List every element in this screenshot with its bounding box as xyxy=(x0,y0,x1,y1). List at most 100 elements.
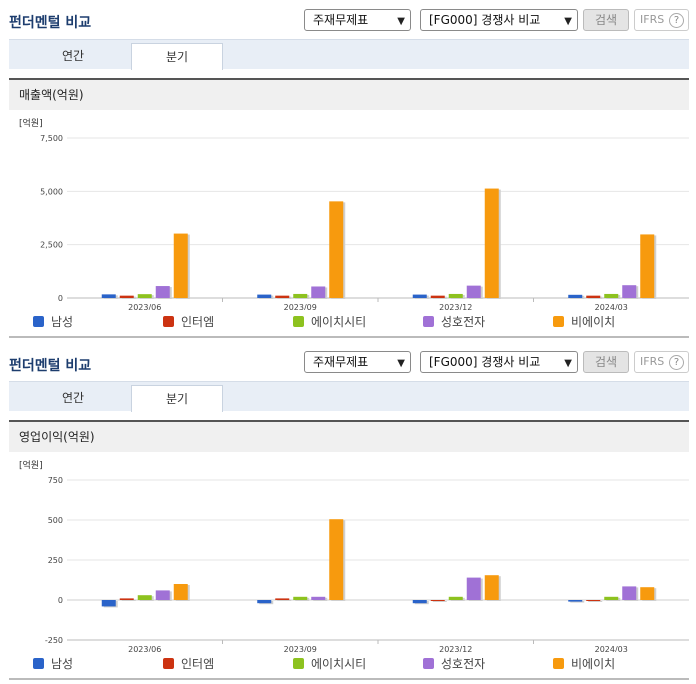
legend-item[interactable]: 인터엠 xyxy=(161,313,214,331)
bar[interactable] xyxy=(604,293,619,298)
chart-legend: 남성 인터엠 에이치시티 성호전자 비에이치 xyxy=(9,313,689,331)
tab-quarterly[interactable]: 분기 xyxy=(131,43,223,70)
ifrs-button[interactable]: IFRS ? xyxy=(634,9,689,31)
search-button[interactable]: 검색 xyxy=(583,351,629,373)
legend-swatch xyxy=(163,316,174,327)
help-icon[interactable]: ? xyxy=(669,355,684,370)
legend-item[interactable]: 성호전자 xyxy=(421,655,485,673)
ifrs-button[interactable]: IFRS ? xyxy=(634,351,689,373)
bar[interactable] xyxy=(311,286,326,298)
bar[interactable] xyxy=(101,294,116,298)
legend-label: 에이치시티 xyxy=(311,315,367,329)
bar[interactable] xyxy=(640,234,655,298)
search-button[interactable]: 검색 xyxy=(583,9,629,31)
y-tick-label: 0 xyxy=(58,294,63,303)
bar[interactable] xyxy=(293,596,308,600)
bar[interactable] xyxy=(257,600,272,604)
tab-annual[interactable]: 연간 xyxy=(61,49,85,63)
legend-item[interactable]: 인터엠 xyxy=(161,655,214,673)
legend-label: 남성 xyxy=(51,315,74,329)
legend-item[interactable]: 에이치시티 xyxy=(291,655,366,673)
period-tabs: 연간 분기 xyxy=(9,39,689,70)
bar-shadow xyxy=(432,601,447,602)
bar[interactable] xyxy=(466,285,481,298)
legend-swatch xyxy=(33,658,44,669)
operating-profit-chart-box: 영업이익(억원) [억원] -250 0 250 500 750 2023/06 2023/0… xyxy=(9,420,689,680)
x-tick-label: 2023/12 xyxy=(439,645,472,652)
x-tick-label: 2024/03 xyxy=(595,645,628,652)
bar[interactable] xyxy=(586,295,601,298)
bar[interactable] xyxy=(484,575,499,600)
bar[interactable] xyxy=(329,519,344,600)
legend-item[interactable]: 남성 xyxy=(31,313,73,331)
bar[interactable] xyxy=(484,188,499,298)
bar[interactable] xyxy=(568,600,583,602)
chevron-down-icon: ▼ xyxy=(397,16,405,27)
operating-profit-chart: [억원] -250 0 250 500 750 2023/06 2023/09 2023/12 2… xyxy=(19,459,689,652)
group-select[interactable]: [FG000] 경쟁사 비교 ▼ xyxy=(420,9,578,31)
group-select[interactable]: [FG000] 경쟁사 비교 ▼ xyxy=(420,351,578,373)
x-tick-label: 2023/09 xyxy=(284,303,317,310)
chevron-down-icon: ▼ xyxy=(397,358,405,369)
bar[interactable] xyxy=(173,233,188,298)
bar[interactable] xyxy=(448,293,463,298)
bar[interactable] xyxy=(101,600,116,607)
bar[interactable] xyxy=(329,201,344,298)
bar[interactable] xyxy=(137,595,152,600)
x-tick-label: 2023/09 xyxy=(284,645,317,652)
y-tick-label: -250 xyxy=(45,636,63,645)
bar[interactable] xyxy=(430,295,445,298)
bar[interactable] xyxy=(173,584,188,600)
tab-annual[interactable]: 연간 xyxy=(61,391,85,405)
legend-label: 성호전자 xyxy=(441,315,486,329)
y-tick-label: 2,500 xyxy=(40,241,63,250)
bar[interactable] xyxy=(622,285,637,298)
legend-item[interactable]: 에이치시티 xyxy=(291,313,366,331)
legend-label: 남성 xyxy=(51,657,74,671)
ifrs-label: IFRS xyxy=(640,355,665,368)
y-tick-label: 750 xyxy=(48,476,63,485)
legend-label: 비에이치 xyxy=(571,315,616,329)
statement-type-select[interactable]: 주재무제표 ▼ xyxy=(304,9,411,31)
legend-label: 인터엠 xyxy=(181,657,215,671)
bar[interactable] xyxy=(568,294,583,298)
y-tick-label: 5,000 xyxy=(40,187,63,196)
legend-item[interactable]: 성호전자 xyxy=(421,313,485,331)
bar[interactable] xyxy=(137,294,152,298)
legend-swatch xyxy=(553,316,564,327)
bar[interactable] xyxy=(257,294,272,298)
bar[interactable] xyxy=(640,587,655,600)
legend-item[interactable]: 남성 xyxy=(31,655,73,673)
bar[interactable] xyxy=(448,596,463,600)
y-unit-label: [억원] xyxy=(19,459,43,471)
tab-quarterly[interactable]: 분기 xyxy=(131,385,223,412)
help-icon[interactable]: ? xyxy=(669,13,684,28)
bar[interactable] xyxy=(311,596,326,600)
bar[interactable] xyxy=(155,590,170,600)
legend-item[interactable]: 비에이치 xyxy=(551,313,615,331)
bar[interactable] xyxy=(119,295,134,298)
bar[interactable] xyxy=(622,586,637,600)
bar[interactable] xyxy=(466,577,481,600)
bar[interactable] xyxy=(155,286,170,298)
bar[interactable] xyxy=(412,294,427,298)
legend-label: 성호전자 xyxy=(441,657,486,671)
bar[interactable] xyxy=(412,600,427,604)
bar[interactable] xyxy=(275,598,290,600)
bar-shadow xyxy=(588,601,603,602)
bar[interactable] xyxy=(430,600,445,601)
bar[interactable] xyxy=(604,596,619,600)
legend-swatch xyxy=(293,658,304,669)
chevron-down-icon: ▼ xyxy=(564,16,572,27)
bar[interactable] xyxy=(586,600,601,601)
fundamental-panel-revenue: 펀더멘털 비교 주재무제표 ▼ [FG000] 경쟁사 비교 ▼ 검색 IFRS… xyxy=(9,9,689,338)
bar[interactable] xyxy=(275,295,290,298)
bar[interactable] xyxy=(119,598,134,600)
x-tick-label: 2023/06 xyxy=(128,303,161,310)
y-tick-label: 0 xyxy=(58,596,63,605)
statement-type-select[interactable]: 주재무제표 ▼ xyxy=(304,351,411,373)
bar-shadow xyxy=(277,599,292,601)
legend-item[interactable]: 비에이치 xyxy=(551,655,615,673)
bar[interactable] xyxy=(293,293,308,298)
panel-title: 펀더멘털 비교 xyxy=(9,15,92,31)
